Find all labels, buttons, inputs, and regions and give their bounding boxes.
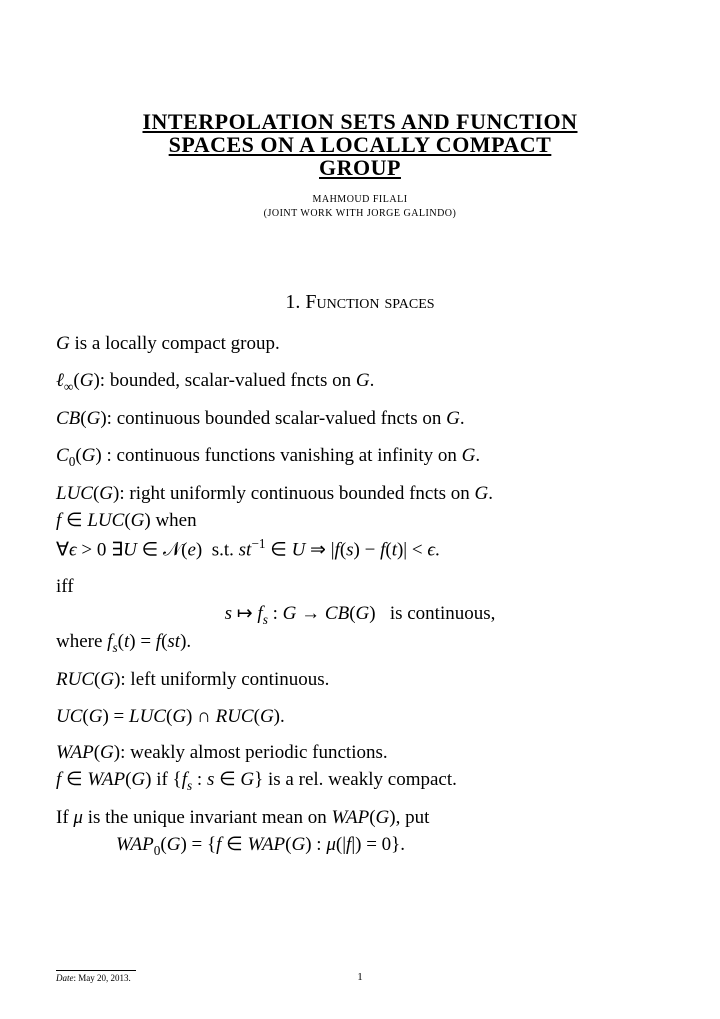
title-line-3: GROUP <box>319 155 401 180</box>
para-wap0: WAP0(G) = {f ∈ WAP(G) : μ(|f|) = 0}. <box>56 833 664 859</box>
section-number: 1. <box>285 291 300 313</box>
para-continuous-map: s ↦ fs : G → CB(G) is continuous, <box>56 602 664 628</box>
author-name: MAHMOUD FILALI <box>312 194 407 205</box>
para-wap-cond: f ∈ WAP(G) if {fs : s ∈ G} is a rel. wea… <box>56 768 664 794</box>
para-fs-def: where fs(t) = f(st). <box>56 630 664 656</box>
author-block: MAHMOUD FILALI (JOINT WORK WITH JORGE GA… <box>56 193 664 221</box>
para-wap-def: WAP(G): weakly almost periodic functions… <box>56 741 664 766</box>
para-luc-when: f ∈ LUC(G) when <box>56 509 664 534</box>
para-uc: UC(G) = LUC(G) ∩ RUC(G). <box>56 705 664 730</box>
para-mu: If μ is the unique invariant mean on WAP… <box>56 806 664 831</box>
title-line-2: SPACES ON A LOCALLY COMPACT <box>169 132 552 157</box>
para-c0: C0(G) : continuous functions vanishing a… <box>56 444 664 470</box>
section-title: Function spaces <box>305 291 434 313</box>
para-group-def: G is a locally compact group. <box>56 332 664 357</box>
para-linf: ℓ∞(G): bounded, scalar-valued fncts on G… <box>56 369 664 395</box>
para-cb: CB(G): continuous bounded scalar-valued … <box>56 407 664 432</box>
paper-page: INTERPOLATION SETS AND FUNCTION SPACES O… <box>0 0 720 911</box>
title-line-1: INTERPOLATION SETS AND FUNCTION <box>142 109 577 134</box>
para-luc-def: LUC(G): right uniformly continuous bound… <box>56 482 664 507</box>
paper-title: INTERPOLATION SETS AND FUNCTION SPACES O… <box>56 110 664 179</box>
page-number: 1 <box>0 971 720 983</box>
author-joint: (JOINT WORK WITH JORGE GALINDO) <box>264 208 457 219</box>
para-iff: iff <box>56 575 664 600</box>
section-heading: 1. Function spaces <box>56 291 664 314</box>
para-luc-eps: ∀ϵ > 0 ∃U ∈ 𝒩(e) s.t. st−1 ∈ U ⇒ |f(s) −… <box>56 535 664 563</box>
para-ruc: RUC(G): left uniformly continuous. <box>56 668 664 693</box>
